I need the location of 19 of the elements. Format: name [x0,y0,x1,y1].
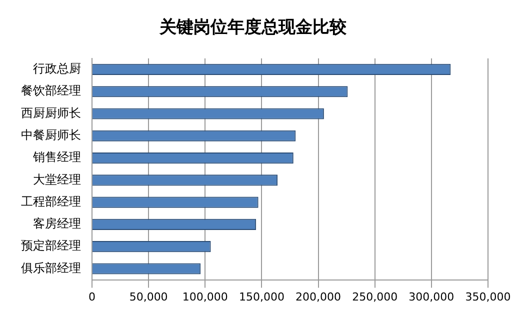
x-tick-label: 50,000 [129,290,168,304]
x-tick-label: 350,000 [465,290,511,304]
y-tick-label: 俱乐部经理 [21,260,81,275]
y-tick-label: 行政总厨 [33,62,81,76]
y-tick-label: 工程部经理 [21,194,81,208]
y-tick-label: 预定部经理 [21,238,81,253]
x-tick-label: 200,000 [296,290,342,304]
y-tick-label: 西厨厨师长 [21,106,81,120]
x-tick-label: 300,000 [408,290,454,304]
chart-title: 关键岗位年度总现金比较 [158,18,348,38]
y-tick-label: 客房经理 [33,216,81,231]
y-tick-label: 销售经理 [32,150,81,164]
x-tick-label: 0 [88,290,96,304]
y-tick-label: 大堂经理 [33,172,81,186]
x-tick-label: 150,000 [238,290,284,304]
x-tick-label: 250,000 [352,290,398,304]
y-tick-label: 餐饮部经理 [21,84,81,98]
x-tick-label: 100,000 [182,290,228,304]
y-tick-label: 中餐厨师长 [21,128,81,142]
